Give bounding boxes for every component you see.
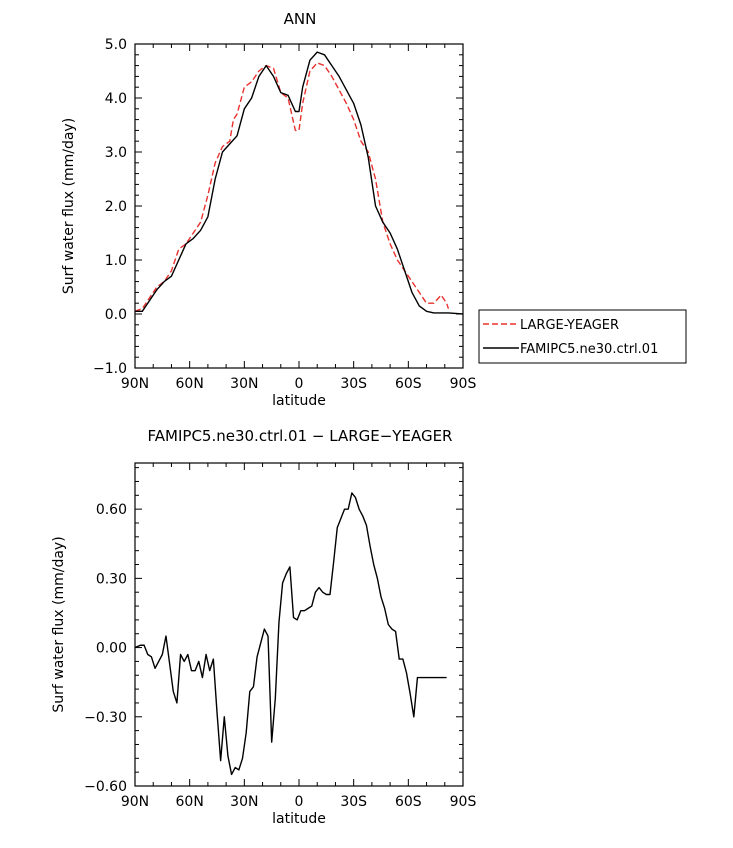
y-tick-label: 3.0 <box>105 145 127 161</box>
y-axis-label: Surf water flux (mm/day) <box>61 118 77 294</box>
x-tick-label: 60S <box>395 794 422 810</box>
y-tick-label: −0.30 <box>84 710 127 726</box>
y-tick-label: −1.0 <box>93 361 127 377</box>
x-tick-label: 30S <box>340 376 367 392</box>
chart-title: FAMIPC5.ne30.ctrl.01 − LARGE−YEAGER <box>148 427 453 445</box>
y-tick-label: 1.0 <box>105 253 127 269</box>
x-axis-label: latitude <box>272 811 326 827</box>
y-tick-label: 0.60 <box>96 502 127 518</box>
legend-box <box>478 309 687 364</box>
legend-entry: FAMIPC5.ne30.ctrl.01 <box>520 342 658 357</box>
y-tick-label: 0.0 <box>105 307 127 323</box>
x-tick-label: 90S <box>450 794 477 810</box>
series-line-1 <box>135 492 447 776</box>
chart-title: ANN <box>284 10 317 28</box>
x-tick-label: 60S <box>395 376 422 392</box>
x-tick-label: 90N <box>121 794 149 810</box>
y-axis-label: Surf water flux (mm/day) <box>51 536 67 712</box>
y-tick-label: 5.0 <box>105 37 127 53</box>
y-tick-label: −0.60 <box>84 779 127 795</box>
x-tick-label: 0 <box>295 794 304 810</box>
plot-frame <box>134 462 464 787</box>
series-group <box>135 51 463 315</box>
x-tick-label: 60N <box>176 376 204 392</box>
y-tick-label: 0.00 <box>96 641 127 657</box>
x-axis-label: latitude <box>272 393 326 409</box>
x-tick-label: 90N <box>121 376 149 392</box>
x-tick-label: 60N <box>176 794 204 810</box>
series-group <box>135 492 447 776</box>
x-tick-label: 30N <box>230 794 258 810</box>
panel-2: FAMIPC5.ne30.ctrl.01 − LARGE−YEAGER 90N 60… <box>51 427 476 827</box>
x-tick-label: 30S <box>340 794 367 810</box>
x-tick-label: 30N <box>230 376 258 392</box>
x-tick-label: 0 <box>295 376 304 392</box>
series-line-2 <box>135 51 463 315</box>
series-line-1 <box>135 62 450 312</box>
y-tick-label: 0.30 <box>96 571 127 587</box>
y-tick-label: 2.0 <box>105 199 127 215</box>
legend-entry: LARGE-YEAGER <box>520 318 619 333</box>
plot-frame <box>134 43 464 369</box>
y-tick-label: 4.0 <box>105 91 127 107</box>
panel-1: ANN 90N 60N 30N 0 30S 60S 90S latitude −1.0 0.0 1.0… <box>61 10 687 409</box>
x-tick-label: 90S <box>450 376 477 392</box>
legend: LARGE-YEAGER FAMIPC5.ne30.ctrl.01 <box>478 309 687 364</box>
